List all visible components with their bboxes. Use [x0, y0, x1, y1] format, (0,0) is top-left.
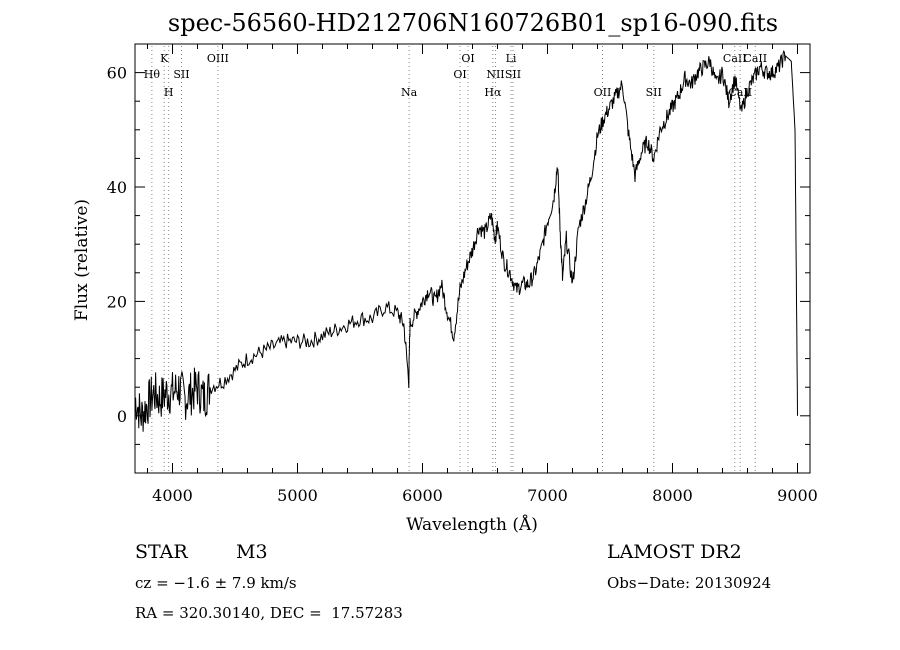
- line-marker-label: Hα: [484, 86, 502, 99]
- line-marker-label: SII: [505, 68, 521, 81]
- y-tick-label: 40: [107, 178, 127, 197]
- x-tick-label: 4000: [152, 486, 193, 505]
- line-marker-label: Li: [506, 52, 517, 65]
- line-marker-label: Na: [401, 86, 418, 99]
- x-tick-label: 6000: [402, 486, 443, 505]
- line-marker-label: OI: [453, 68, 466, 81]
- y-axis-label: Flux (relative): [72, 199, 92, 321]
- plot-frame: [134, 43, 811, 474]
- line-marker-label: CaII: [723, 52, 747, 65]
- axis-ticks: 4000 5000 6000 7000 8000 9000 0 20 40 60: [107, 43, 818, 505]
- redshift-readout: cz = −1.6 ± 7.9 km/s: [135, 574, 297, 592]
- y-tick-label: 60: [107, 64, 127, 83]
- object-subclass: M3: [236, 541, 268, 563]
- line-marker-label: NII: [486, 68, 504, 81]
- y-tick-label: 20: [107, 292, 127, 311]
- line-marker-label: K: [160, 52, 169, 65]
- y-tick-label: 0: [117, 407, 127, 426]
- line-marker-label: SII: [173, 68, 189, 81]
- coordinates-readout: RA = 320.30140, DEC = 17.57283: [135, 604, 403, 622]
- x-tick-label: 7000: [527, 486, 568, 505]
- line-marker-label: OII: [594, 86, 612, 99]
- line-marker-label: CaII: [743, 52, 767, 65]
- x-tick-label: 9000: [777, 486, 818, 505]
- survey-name: LAMOST DR2: [607, 541, 742, 563]
- line-marker-label: H: [164, 86, 174, 99]
- line-marker-label: SII: [646, 86, 662, 99]
- x-axis-label: Wavelength (Å): [406, 514, 538, 535]
- line-marker-label: Hθ: [144, 68, 161, 81]
- x-tick-label: 5000: [277, 486, 318, 505]
- line-marker-label: OIII: [207, 52, 229, 65]
- x-tick-label: 8000: [652, 486, 693, 505]
- chart-title: spec-56560-HD212706N160726B01_sp16-090.f…: [168, 9, 778, 37]
- spectrum-line: [134, 49, 798, 432]
- object-class: STAR: [135, 541, 188, 563]
- observation-date: Obs−Date: 20130924: [607, 574, 772, 592]
- line-marker-label: OI: [461, 52, 474, 65]
